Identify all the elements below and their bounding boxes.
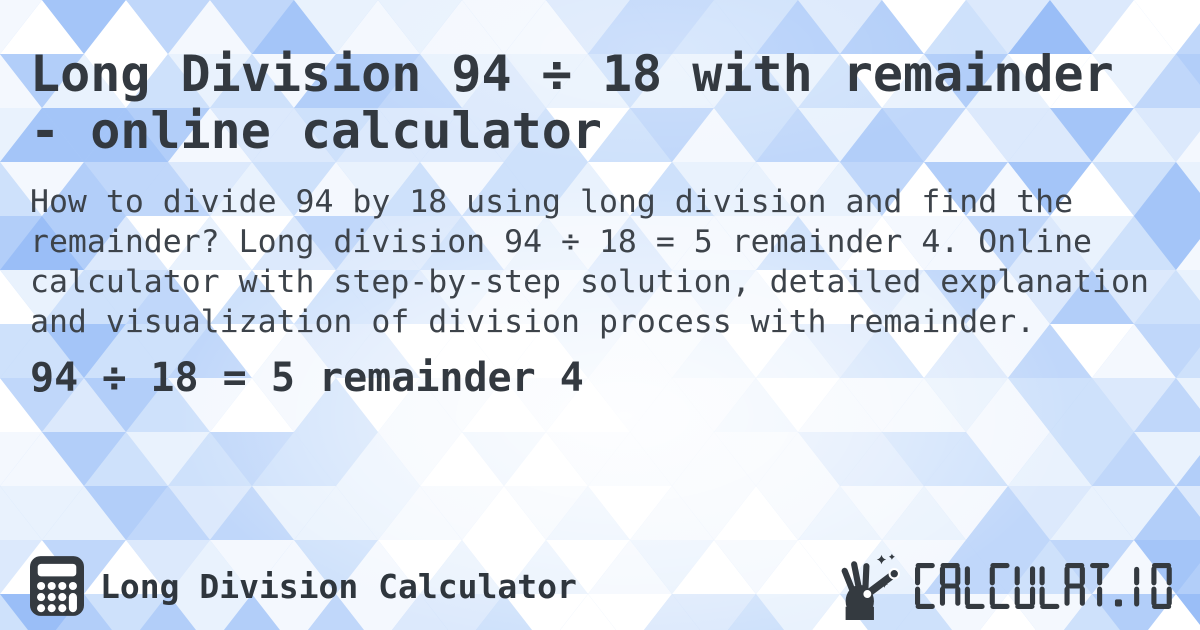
- main-content: Long Division 94 ÷ 18 with remainder - o…: [30, 0, 1170, 402]
- footer: Long Division Calculator: [30, 552, 1172, 620]
- app-name: Long Division Calculator: [100, 566, 577, 606]
- calculator-icon: [30, 556, 84, 616]
- page-description: How to divide 94 by 18 using long divisi…: [30, 184, 1149, 340]
- brand-wordmark: [915, 563, 1172, 609]
- result-heading: 94 ÷ 18 = 5 remainder 4: [30, 355, 584, 401]
- magic-wand-hand-icon: [841, 553, 901, 620]
- brand-logo: [839, 552, 1172, 620]
- page-title: Long Division 94 ÷ 18 with remainder - o…: [30, 45, 1114, 160]
- footer-app: Long Division Calculator: [30, 556, 577, 616]
